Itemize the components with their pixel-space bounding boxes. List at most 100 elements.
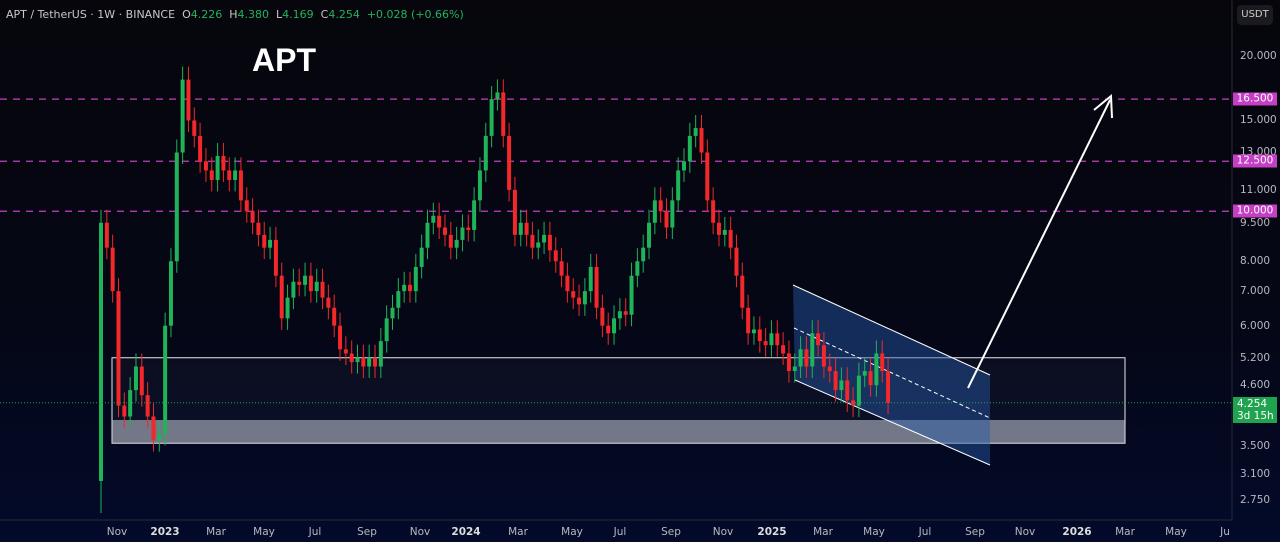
- candle-body: [361, 357, 366, 367]
- high-label: H: [229, 8, 238, 21]
- candle-body: [647, 222, 652, 248]
- candle-body: [536, 242, 541, 248]
- time-tick: May: [1165, 526, 1187, 538]
- candle-body: [862, 371, 867, 376]
- candle-body: [180, 79, 185, 153]
- time-tick: Ju: [1220, 526, 1230, 538]
- candle-body: [250, 211, 255, 223]
- candle-body: [874, 353, 879, 386]
- time-tick: 2026: [1062, 526, 1092, 538]
- candle-body: [314, 281, 319, 292]
- candle-body: [262, 234, 267, 248]
- price-tick: 4.600: [1240, 379, 1271, 392]
- channel-upper-line: [792, 284, 991, 376]
- candle-body: [139, 366, 144, 396]
- candle-body: [699, 128, 704, 153]
- candle-body: [810, 333, 815, 367]
- candle-body: [157, 433, 162, 441]
- time-tick: Sep: [965, 526, 985, 538]
- candle-body: [326, 297, 331, 308]
- candle-body: [623, 311, 628, 315]
- currency-button[interactable]: USDT: [1237, 5, 1273, 25]
- candle-body: [303, 275, 308, 285]
- candle-body: [174, 152, 179, 262]
- candle-body: [355, 357, 360, 363]
- candle-body: [390, 307, 395, 319]
- candle-body: [542, 234, 547, 243]
- candle-body: [763, 341, 768, 346]
- candle-body: [775, 333, 780, 346]
- price-tick: 2.750: [1240, 494, 1271, 507]
- candle-body: [617, 311, 622, 319]
- time-tick: May: [561, 526, 583, 538]
- candle-body: [116, 291, 121, 406]
- candle-body: [635, 261, 640, 276]
- candle-body: [209, 170, 214, 180]
- candle-body: [472, 200, 477, 230]
- candle-body: [279, 275, 284, 319]
- low-label: L: [276, 8, 283, 21]
- candle-body: [466, 227, 471, 230]
- candle-countdown: 3d 15h: [1237, 409, 1274, 422]
- time-tick: Nov: [712, 526, 734, 538]
- candle-body: [285, 297, 290, 319]
- candle-body: [740, 275, 745, 308]
- target-arrow-head: [1093, 93, 1113, 119]
- open-value: 4.226: [190, 8, 223, 21]
- candle-body: [851, 400, 856, 406]
- time-tick: Nov: [409, 526, 431, 538]
- time-tick: May: [253, 526, 275, 538]
- candle-body: [728, 229, 733, 248]
- candle-body: [238, 170, 243, 201]
- price-tick: 6.000: [1240, 319, 1271, 332]
- candle-body: [845, 380, 850, 401]
- time-tick: Jul: [918, 526, 932, 538]
- open-label: O: [182, 8, 191, 21]
- candle-body: [711, 200, 716, 223]
- candle-body: [716, 222, 721, 235]
- target-arrow-shaft: [967, 99, 1111, 389]
- candle-body: [378, 341, 383, 367]
- candle-body: [297, 281, 302, 285]
- time-tick: Sep: [661, 526, 681, 538]
- candle-body: [477, 170, 482, 201]
- candle-body: [553, 250, 558, 262]
- candle-body: [676, 170, 681, 201]
- candle-body: [606, 325, 611, 334]
- candle-body: [419, 247, 424, 267]
- candle-body: [571, 291, 576, 298]
- candle-body: [186, 79, 191, 121]
- candle-body: [122, 405, 127, 417]
- candle-body: [104, 222, 109, 248]
- candle-body: [437, 215, 442, 228]
- candle-body: [192, 120, 197, 136]
- candle-body: [792, 366, 797, 372]
- candle-body: [338, 325, 343, 350]
- candle-body: [652, 200, 657, 223]
- candle-body: [320, 281, 325, 298]
- candle-body: [244, 200, 249, 212]
- candle-body: [512, 189, 517, 235]
- candle-body: [384, 318, 389, 342]
- channel-lower-line: [794, 379, 991, 466]
- candle-body: [833, 371, 838, 391]
- candle-body: [460, 227, 465, 240]
- candle-body: [151, 416, 156, 441]
- candle-body: [425, 222, 430, 248]
- level-price-label: 12.500: [1233, 154, 1277, 168]
- candle-body: [367, 357, 372, 367]
- candle-body: [682, 161, 686, 171]
- support-zone-lower-band: [112, 420, 1125, 444]
- close-label: C: [320, 8, 329, 21]
- current-price-value: 4.254: [1237, 397, 1268, 410]
- candle-body: [547, 234, 552, 251]
- price-tick: 20.000: [1240, 50, 1277, 62]
- symbol-info[interactable]: APT / TetherUS · 1W · BINANCE: [6, 8, 176, 21]
- candle-body: [256, 222, 261, 235]
- candle-body: [448, 234, 453, 248]
- time-tick: 2024: [451, 526, 481, 538]
- candle-body: [880, 353, 885, 372]
- symbol-header: APT / TetherUS · 1W · BINANCE O4.226 H4.…: [6, 8, 464, 21]
